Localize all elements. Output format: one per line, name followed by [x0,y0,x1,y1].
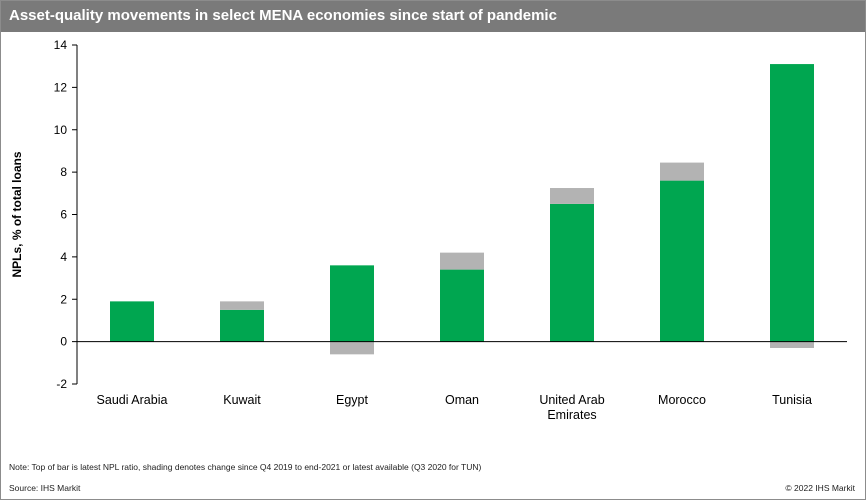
x-tick-label: Saudi Arabia [97,393,168,407]
x-tick-label: Kuwait [223,393,261,407]
bar-base [550,203,594,342]
copyright: © 2022 IHS Markit [785,483,855,493]
bar-base [770,64,814,342]
bar-base [330,265,374,342]
bar-base [110,301,154,342]
bar-change [660,162,704,181]
bar-change [550,188,594,204]
y-tick-label: 4 [60,250,67,264]
bar-base [440,269,484,342]
chart-title: Asset-quality movements in select MENA e… [9,7,557,24]
bar-change [770,341,814,348]
bar-change [330,341,374,355]
x-tick-label: Oman [445,393,479,407]
y-tick-label: 2 [60,292,67,306]
y-tick-label: 8 [60,165,67,179]
x-tick-label: Morocco [658,393,706,407]
y-tick-label: 0 [60,335,67,349]
x-tick-label: Emirates [547,408,596,422]
y-tick-label: 14 [54,38,68,52]
title-bar: Asset-quality movements in select MENA e… [1,1,865,32]
y-tick-label: 12 [54,80,68,94]
bar-change [440,252,484,270]
y-axis-title: NPLs, % of total loans [10,151,24,277]
chart-note: Note: Top of bar is latest NPL ratio, sh… [9,462,482,472]
x-tick-label: Tunisia [772,393,812,407]
y-tick-label: 10 [54,123,68,137]
bar-base [220,309,264,342]
y-tick-label: 6 [60,208,67,222]
bar-base [660,180,704,342]
chart-source: Source: IHS Markit [9,483,81,493]
x-tick-label: United Arab [539,393,604,407]
bar-change [220,301,264,310]
x-tick-label: Egypt [336,393,368,407]
y-tick-label: -2 [56,377,67,391]
